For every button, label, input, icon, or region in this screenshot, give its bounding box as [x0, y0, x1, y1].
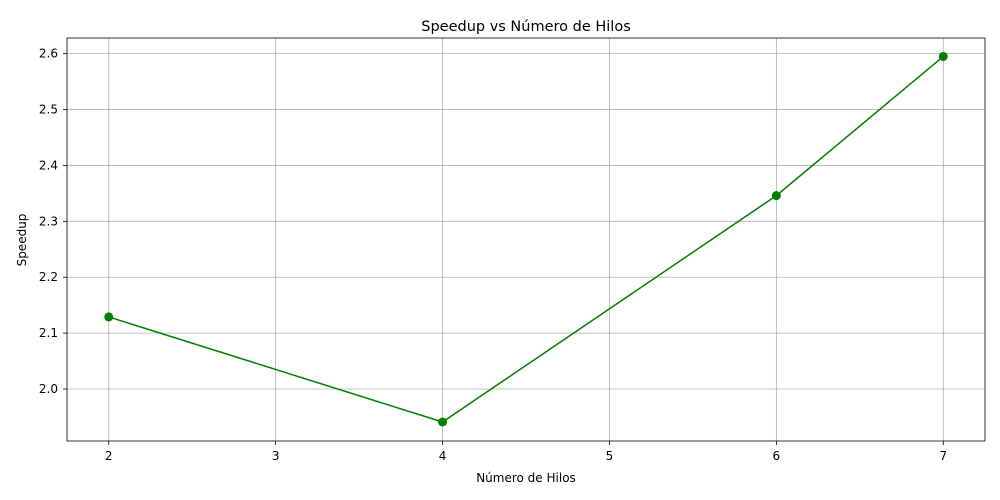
x-axis-label: Número de Hilos — [476, 471, 576, 485]
y-axis-ticks: 2.0 2.1 2.2 2.3 2.4 2.5 2.6 — [39, 47, 67, 396]
y-tick-label: 2.3 — [39, 214, 58, 228]
y-tick-label: 2.2 — [39, 270, 58, 284]
plot-series — [104, 51, 948, 427]
series-line — [108, 55, 944, 423]
x-tick-label: 5 — [606, 449, 614, 463]
data-point — [771, 191, 781, 201]
x-axis-ticks: 2 3 4 5 6 7 — [105, 441, 947, 463]
y-grid — [67, 53, 985, 390]
x-grid — [108, 38, 944, 441]
x-tick-label: 7 — [939, 449, 947, 463]
plot-frame — [66, 37, 986, 442]
y-tick-label: 2.5 — [39, 103, 58, 117]
x-tick-label: 4 — [439, 449, 447, 463]
x-tick-label: 6 — [773, 449, 781, 463]
y-tick-label: 2.6 — [39, 47, 58, 61]
y-axis-label: Speedup — [15, 214, 29, 267]
x-tick-label: 3 — [272, 449, 280, 463]
y-tick-label: 2.1 — [39, 326, 58, 340]
x-tick-label: 2 — [105, 449, 113, 463]
data-point — [938, 51, 948, 61]
chart-title: Speedup vs Número de Hilos — [421, 19, 631, 35]
y-tick-label: 2.0 — [39, 382, 58, 396]
data-point — [438, 417, 448, 427]
data-point — [104, 312, 114, 322]
y-tick-label: 2.4 — [39, 158, 58, 172]
